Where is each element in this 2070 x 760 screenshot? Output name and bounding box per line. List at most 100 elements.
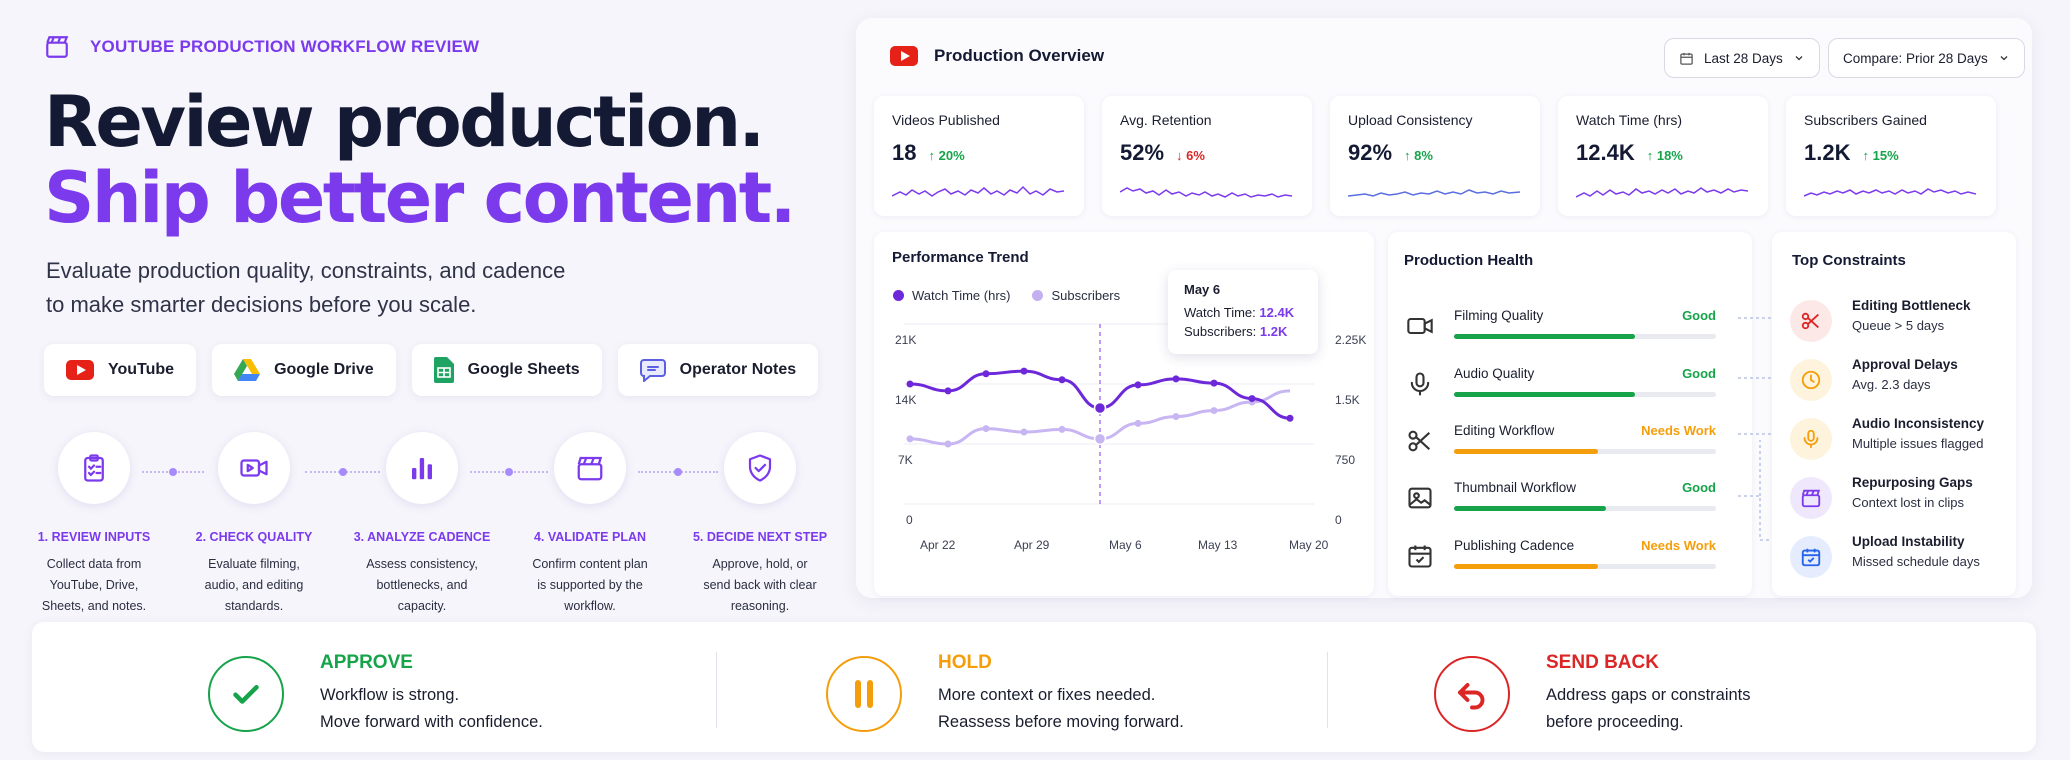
calendar-check-icon [1801,548,1821,567]
google-drive-icon [234,359,261,381]
kpi-card-upload-consistency[interactable]: Upload Consistency 92% ↑ 8% [1330,96,1540,216]
y-tick-left: 0 [906,513,913,527]
dashboard-title: Production Overview [934,46,1105,65]
constraint-audio-inconsistency[interactable]: Audio Inconsistency Multiple issues flagg… [1790,416,2010,462]
kpi-value: 52% [1120,140,1165,165]
workflow-step: 5. DECIDE NEXT STEP Approve, hold, or sen… [680,432,840,617]
video-camera-icon [1407,317,1433,335]
health-row-thumbnail[interactable]: Thumbnail Workflow Good [1406,478,1716,518]
y-tick-right: 750 [1335,453,1356,467]
microphone-icon [1410,372,1430,396]
step-connector [142,468,204,476]
kpi-card-videos-published[interactable]: Videos Published 18 ↑ 20% [874,96,1084,216]
health-status: Good [1682,308,1716,323]
watch-time-point [1172,375,1180,383]
health-level-bar [1454,449,1599,454]
constraint-approval-delays[interactable]: Approval Delays Avg. 2.3 days [1790,357,2010,403]
compare-select[interactable]: Compare: Prior 28 Days [1828,38,2025,78]
google-sheets-icon [433,357,454,383]
constraint-editing-bottleneck[interactable]: Editing Bottleneck Queue > 5 days [1790,298,2010,344]
chip-youtube[interactable]: YouTube [44,344,197,396]
step-connector [305,468,380,476]
eyebrow: YOUTUBE PRODUCTION WORKFLOW REVIEW [44,34,479,60]
subscribers-highlight-point [1093,432,1107,446]
watch-time-point [1134,381,1142,389]
step-connector [470,468,548,476]
legend-subscribers[interactable]: Subscribers [1032,288,1120,303]
sparkline [892,185,1064,197]
health-status: Good [1682,366,1716,381]
health-status: Needs Work [1641,538,1716,553]
kpi-card-avg-retention[interactable]: Avg. Retention 52% ↓ 6% [1102,96,1312,216]
health-row-audio[interactable]: Audio Quality Good [1406,364,1716,404]
watch-time-point [1058,376,1066,384]
shield-check-icon [748,454,772,482]
sparkline [1348,189,1520,197]
clapperboard-icon [1801,489,1821,508]
calendar-icon [1680,52,1693,65]
chip-operator-notes[interactable]: Operator Notes [617,344,819,396]
divider [716,652,717,728]
workflow-step: 4. VALIDATE PLAN Confirm content plan is … [510,432,670,617]
decision-approve[interactable]: APPROVE Workflow is strong. Move forward w… [208,652,543,736]
x-tick: May 13 [1198,538,1238,552]
kpi-delta: ↑ 15% [1862,148,1899,163]
subscribers-point [982,425,990,433]
decision-hold[interactable]: HOLD More context or fixes needed. Reasses… [826,652,1184,736]
constraint-repurposing-gaps[interactable]: Repurposing Gaps Context lost in clips [1790,475,2010,521]
health-level-bar [1454,506,1606,511]
chart-tooltip: May 6 Watch Time: 12.4K Subscribers: 1.2… [1168,270,1318,354]
clapperboard-icon [577,456,603,481]
health-level-bar [1454,334,1635,339]
workflow-step: 2. CHECK QUALITY Evaluate filming, audio,… [174,432,334,617]
chart-legend: Watch Time (hrs) Subscribers [893,288,1120,303]
health-row-filming[interactable]: Filming Quality Good [1406,306,1716,346]
check-icon [233,685,259,704]
dashboard-header: Production Overview [890,46,1104,66]
health-status: Needs Work [1641,423,1716,438]
kpi-card-watch-time[interactable]: Watch Time (hrs) 12.4K ↑ 18% [1558,96,1768,216]
health-level-bar [1454,564,1599,569]
chip-google-drive[interactable]: Google Drive [212,344,396,396]
health-row-editing[interactable]: Editing Workflow Needs Work [1406,421,1716,461]
y-tick-left: 7K [898,453,913,467]
image-icon [1408,487,1432,509]
return-arrow-icon [1458,683,1485,710]
calendar-check-icon [1408,545,1432,568]
trend-title: Performance Trend [892,249,1029,266]
health-level-bar [1454,392,1635,397]
divider [1327,652,1328,728]
headline-accent: Ship better content. [44,157,796,239]
legend-watch-time[interactable]: Watch Time (hrs) [893,288,1010,303]
health-title: Production Health [1404,252,1534,269]
date-range-select[interactable]: Last 28 Days [1664,38,1820,78]
top-constraints-panel [1772,232,2016,596]
decision-send-back[interactable]: SEND BACK Address gaps or constraints befo… [1434,652,1751,736]
scissors-icon [1801,312,1819,330]
kpi-card-subscribers-gained[interactable]: Subscribers Gained 1.2K ↑ 15% [1786,96,1996,216]
sparkline [1576,187,1748,198]
youtube-icon [890,46,918,66]
scissors-icon [1408,430,1431,452]
chip-google-sheets[interactable]: Google Sheets [411,344,602,396]
step-connector [638,468,718,476]
sparkline [1804,188,1976,197]
watch-time-point [1093,401,1107,415]
watch-time-point [906,380,914,388]
y-tick-right: 0 [1335,513,1342,527]
eyebrow-text: YOUTUBE PRODUCTION WORKFLOW REVIEW [90,37,480,56]
subscribers-point [1134,419,1142,427]
kpi-delta: ↑ 8% [1404,148,1433,163]
x-tick: Apr 29 [1014,538,1050,552]
constraint-upload-instability[interactable]: Upload Instability Missed schedule days [1790,534,2010,580]
subscribers-point [1172,413,1180,421]
kpi-delta: ↑ 20% [928,148,965,163]
x-tick: May 20 [1289,538,1329,552]
chevron-down-icon [2000,56,2008,61]
production-health-panel [1388,232,1752,596]
performance-trend-chart[interactable] [874,320,1374,560]
subscribers-point [906,435,914,443]
clipboard-checklist-icon [84,454,104,482]
health-row-publishing[interactable]: Publishing Cadence Needs Work [1406,536,1716,576]
microphone-icon [1803,429,1819,449]
